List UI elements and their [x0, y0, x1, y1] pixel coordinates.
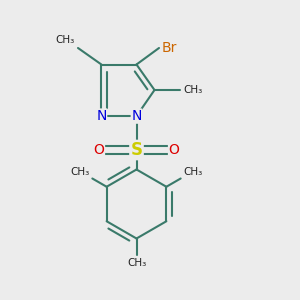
Text: CH₃: CH₃ [56, 35, 75, 45]
Text: CH₃: CH₃ [127, 258, 146, 268]
Text: CH₃: CH₃ [183, 85, 202, 95]
Text: CH₃: CH₃ [70, 167, 89, 177]
Text: Br: Br [162, 41, 177, 55]
Text: O: O [169, 143, 179, 157]
Text: O: O [94, 143, 104, 157]
Text: N: N [131, 109, 142, 123]
Text: S: S [130, 141, 142, 159]
Text: CH₃: CH₃ [184, 167, 203, 177]
Text: N: N [96, 109, 106, 123]
